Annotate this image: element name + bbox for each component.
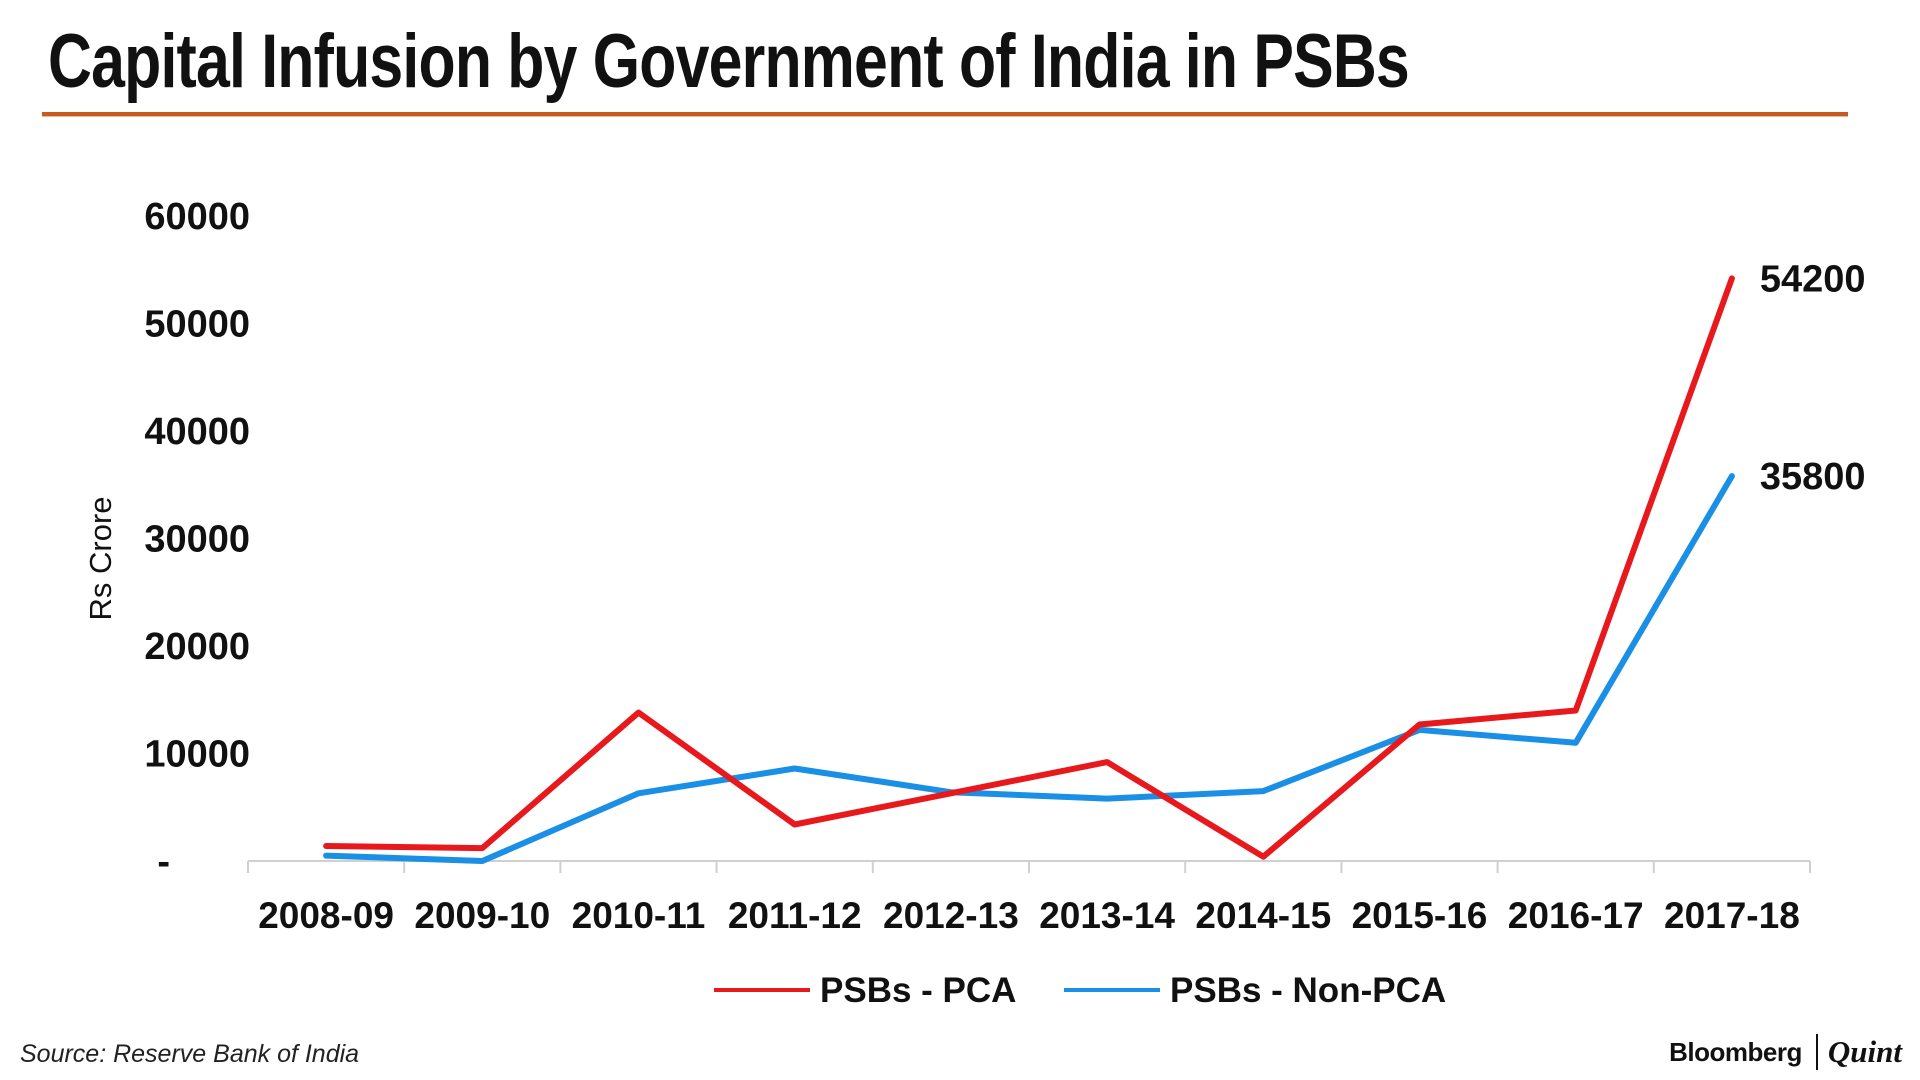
y-tick-label: 50000	[144, 304, 250, 346]
x-tick-label: 2009-10	[414, 895, 550, 936]
brand-separator	[1815, 1034, 1818, 1070]
source-note: Source: Reserve Bank of India	[20, 1040, 360, 1068]
y-tick-label: -	[157, 841, 170, 883]
title-underline-shadow	[42, 116, 1848, 117]
x-tick-label: 2012-13	[883, 895, 1019, 936]
y-tick-label: 10000	[144, 734, 250, 776]
title-underline	[42, 112, 1848, 116]
y-tick-label: 40000	[144, 411, 250, 453]
x-tick-label: 2010-11	[572, 895, 706, 936]
x-tick-label: 2011-12	[728, 895, 862, 936]
x-tick-label: 2013-14	[1039, 895, 1175, 936]
series-lines	[323, 275, 1735, 864]
y-tick-label: 30000	[144, 519, 250, 561]
series-line-non-pca	[323, 473, 1735, 864]
x-tick-label: 2008-09	[258, 895, 394, 936]
y-tick-label: 60000	[144, 196, 250, 238]
x-tick-label: 2017-18	[1664, 895, 1800, 936]
chart-title: Capital Infusion by Government of India …	[48, 19, 1410, 104]
y-axis-label: Rs Crore	[83, 496, 118, 620]
brand-quint: Quint	[1827, 1034, 1902, 1069]
y-axis-ticks: - 10000 20000 30000 40000 50000 60000	[144, 196, 250, 883]
series-line-pca	[323, 275, 1735, 860]
x-tick-label: 2016-17	[1508, 895, 1644, 936]
brand-logo: Bloomberg Quint	[1669, 1034, 1902, 1070]
legend: PSBs - PCA PSBs - Non-PCA	[714, 971, 1446, 1010]
legend-label-pca: PSBs - PCA	[820, 971, 1016, 1010]
x-tick-label: 2014-15	[1195, 895, 1331, 936]
legend-label-non-pca: PSBs - Non-PCA	[1170, 971, 1446, 1010]
x-tick-label: 2015-16	[1352, 895, 1488, 936]
x-axis: 2008-09 2009-10 2010-11 2011-12 2012-13 2013-…	[247, 860, 1811, 936]
data-label-pca: 54200	[1760, 258, 1866, 300]
y-tick-label: 20000	[144, 626, 250, 668]
brand-bloomberg: Bloomberg	[1669, 1036, 1802, 1067]
data-label-non-pca: 35800	[1760, 456, 1866, 498]
line-chart: - 10000 20000 30000 40000 50000 60000 Rs Crore…	[83, 196, 1866, 1010]
end-value-labels: 54200 35800	[1760, 258, 1866, 498]
